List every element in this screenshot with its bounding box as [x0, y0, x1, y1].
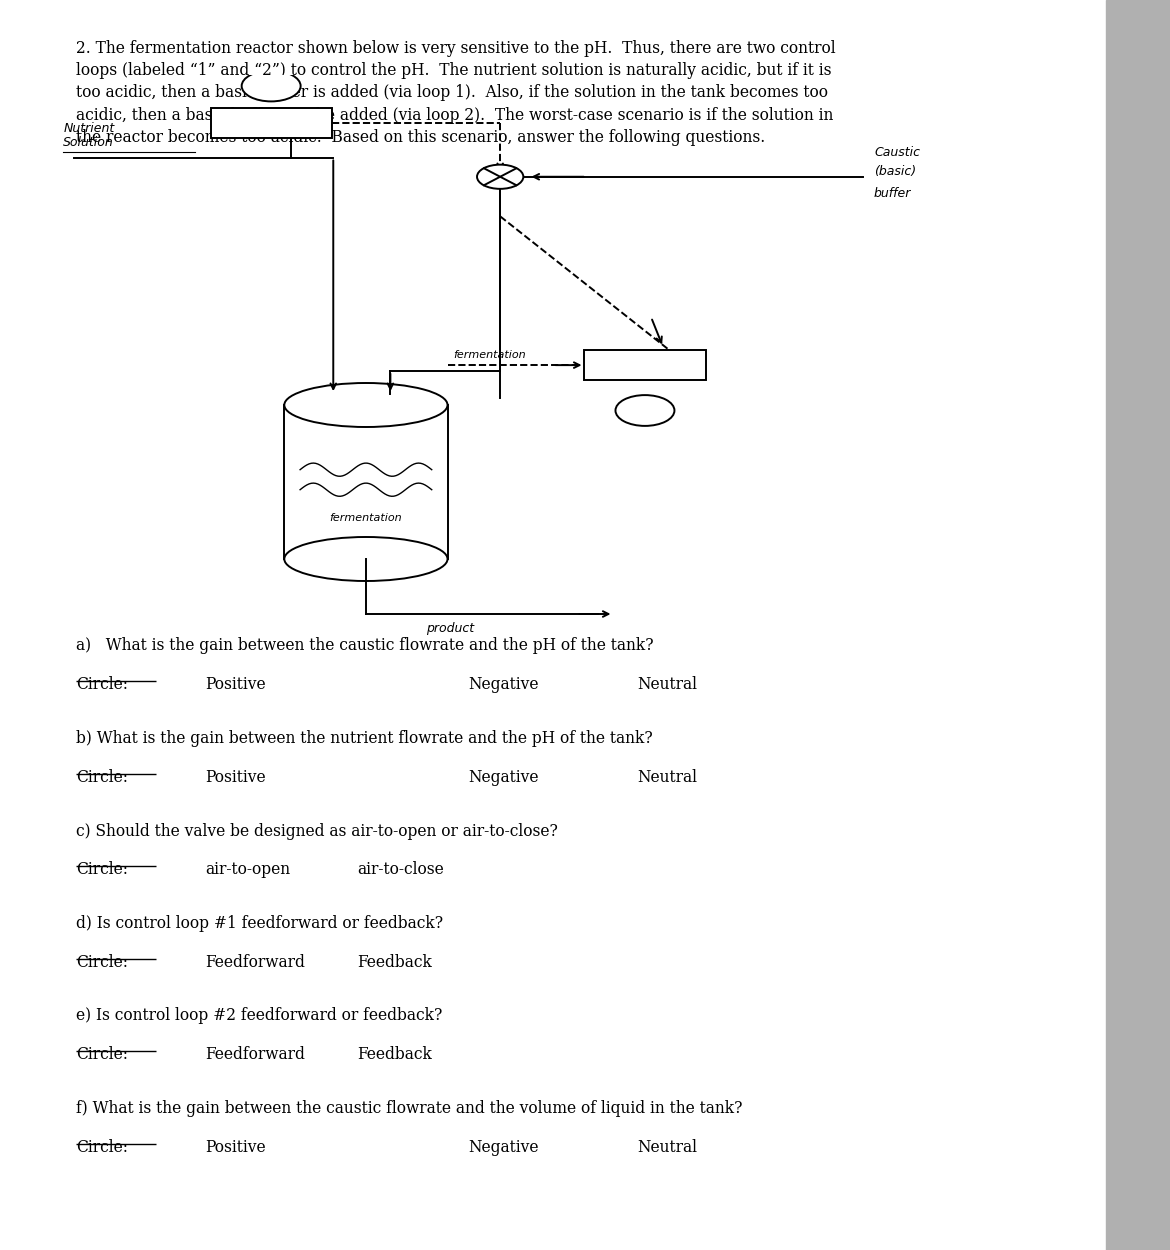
Text: (basic): (basic) [874, 165, 916, 177]
Text: Circle:: Circle: [76, 954, 128, 971]
Text: Circle:: Circle: [76, 1046, 128, 1064]
Bar [1106, 0, 1170, 1250]
Text: Positive: Positive [205, 1139, 266, 1156]
Text: Circle:: Circle: [76, 1139, 128, 1156]
Bar [211, 107, 332, 139]
Text: f) What is the gain between the caustic flowrate and the volume of liquid in the: f) What is the gain between the caustic … [76, 1100, 743, 1118]
Text: c) Should the valve be designed as air-to-open or air-to-close?: c) Should the valve be designed as air-t… [76, 822, 558, 840]
Text: Solution: Solution [63, 136, 113, 149]
Bar [585, 350, 706, 380]
Text: air-to-close: air-to-close [357, 861, 443, 879]
Ellipse shape [284, 538, 447, 581]
Text: product: product [426, 622, 474, 635]
Circle shape [242, 70, 301, 101]
Text: Feedback: Feedback [357, 954, 432, 971]
Text: Neutral: Neutral [638, 769, 697, 786]
Text: b) What is the gain between the nutrient flowrate and the pH of the tank?: b) What is the gain between the nutrient… [76, 730, 653, 748]
Text: buffer: buffer [874, 186, 911, 200]
Text: pH measured: pH measured [610, 360, 680, 370]
Text: Negative: Negative [468, 1139, 538, 1156]
Text: Positive: Positive [205, 676, 266, 694]
Text: Neutral: Neutral [638, 676, 697, 694]
Text: e) Is control loop #2 feedforward or feedback?: e) Is control loop #2 feedforward or fee… [76, 1008, 442, 1025]
Circle shape [477, 165, 523, 189]
Text: pH measured: pH measured [236, 118, 307, 127]
Text: fermentation: fermentation [330, 512, 402, 522]
Text: air-to-open: air-to-open [205, 861, 290, 879]
Text: Nutrient: Nutrient [63, 122, 115, 135]
Text: d) Is control loop #1 feedforward or feedback?: d) Is control loop #1 feedforward or fee… [76, 915, 443, 932]
Text: Feedforward: Feedforward [205, 1046, 304, 1064]
Circle shape [615, 395, 674, 426]
Text: fermentation: fermentation [453, 350, 525, 360]
Text: Negative: Negative [468, 676, 538, 694]
Text: Feedback: Feedback [357, 1046, 432, 1064]
Text: Feedforward: Feedforward [205, 954, 304, 971]
Text: 2. The fermentation reactor shown below is very sensitive to the pH.  Thus, ther: 2. The fermentation reactor shown below … [76, 40, 835, 146]
Ellipse shape [284, 382, 447, 428]
Text: Circle:: Circle: [76, 861, 128, 879]
Text: Circle:: Circle: [76, 769, 128, 786]
Text: Negative: Negative [468, 769, 538, 786]
Text: Circle:: Circle: [76, 676, 128, 694]
Text: 1: 1 [268, 81, 275, 91]
Text: Neutral: Neutral [638, 1139, 697, 1156]
Text: 2: 2 [641, 405, 648, 415]
Text: a)   What is the gain between the caustic flowrate and the pH of the tank?: a) What is the gain between the caustic … [76, 638, 654, 655]
Text: Caustic: Caustic [874, 145, 920, 159]
Text: Positive: Positive [205, 769, 266, 786]
